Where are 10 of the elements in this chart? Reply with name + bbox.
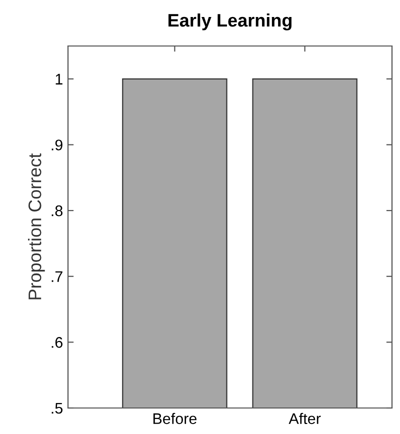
y-axis-title: Proportion Correct <box>28 153 45 300</box>
y-tick-label: .5 <box>52 403 62 414</box>
y-tick-label: .9 <box>52 140 62 150</box>
y-tick-label: .7 <box>52 271 62 282</box>
x-tick-label: Before <box>153 412 197 424</box>
chart-title: Early Learning <box>168 13 292 30</box>
y-tick-label: .8 <box>52 205 62 216</box>
x-tick-label: After <box>288 412 321 424</box>
y-tick-label: 1 <box>56 74 62 84</box>
y-tick-label: .6 <box>52 337 62 348</box>
